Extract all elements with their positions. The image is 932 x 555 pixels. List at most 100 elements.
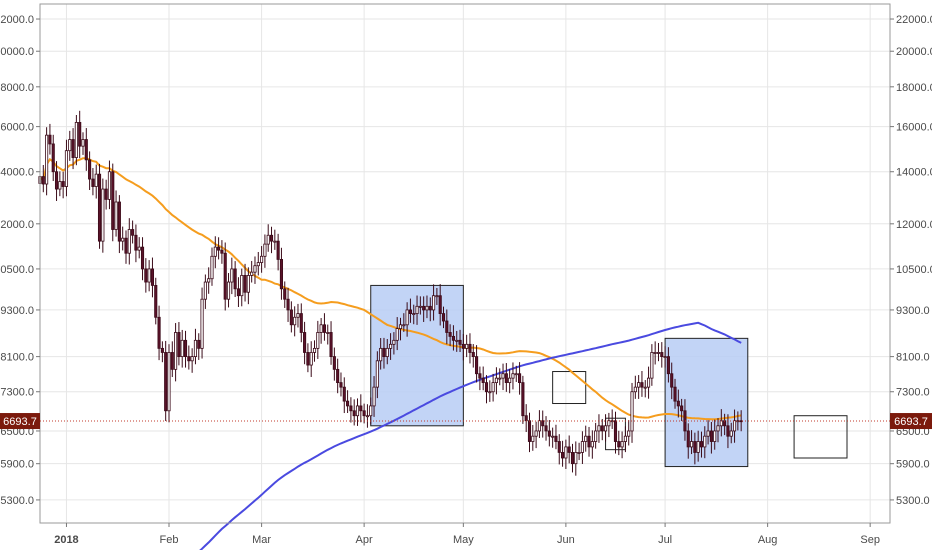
candle xyxy=(438,284,442,326)
x-tick-label: Sep xyxy=(860,534,880,546)
candle xyxy=(726,414,730,449)
last-price-label-left: 6693.7 xyxy=(3,416,37,428)
candle xyxy=(84,128,88,171)
candle-body xyxy=(68,139,72,152)
candle-body xyxy=(617,441,621,448)
candle xyxy=(402,313,406,332)
candle-body xyxy=(379,347,383,362)
candle-body xyxy=(81,139,85,147)
candle-body xyxy=(111,171,115,230)
candle xyxy=(465,334,469,358)
candle xyxy=(91,168,95,196)
candle xyxy=(326,324,330,345)
candle xyxy=(68,130,72,161)
candle xyxy=(524,404,528,433)
candle xyxy=(518,362,522,395)
candle-body xyxy=(488,391,492,394)
candle-body xyxy=(210,255,214,280)
highlight-boxes xyxy=(370,284,848,468)
candle xyxy=(243,263,247,302)
candle xyxy=(164,340,168,421)
candle xyxy=(316,320,320,359)
candle-body xyxy=(551,435,555,438)
candle xyxy=(541,410,545,438)
candle-body xyxy=(240,275,244,297)
candle xyxy=(336,358,340,394)
candle-body xyxy=(412,313,416,315)
candle xyxy=(488,380,492,402)
candle-body xyxy=(577,452,581,454)
candle-body xyxy=(339,382,343,388)
y-tick-label-right: 18000.0 xyxy=(896,82,932,94)
candle-body xyxy=(144,268,148,283)
candle xyxy=(713,419,717,450)
candle-body xyxy=(498,377,502,380)
candle xyxy=(633,375,637,399)
candle-body xyxy=(365,415,369,418)
candle xyxy=(544,416,548,441)
candle xyxy=(686,423,690,459)
candle-body xyxy=(372,386,376,407)
y-tick-label-left: 7300.0 xyxy=(0,387,34,399)
candle-body xyxy=(88,159,92,180)
candle xyxy=(732,409,737,443)
ma-line-orange xyxy=(39,157,742,421)
candle-body xyxy=(183,339,188,358)
candle-body xyxy=(48,134,52,145)
candle-body xyxy=(117,201,121,242)
candle xyxy=(481,366,485,391)
y-tick-label-left: 9300.0 xyxy=(0,305,34,317)
candle xyxy=(226,273,231,308)
candle-body xyxy=(432,295,436,311)
candle xyxy=(279,247,283,300)
candle-body xyxy=(157,316,161,349)
candle xyxy=(620,431,624,459)
candle xyxy=(455,330,459,352)
candle xyxy=(233,261,237,298)
candle-body xyxy=(164,352,168,412)
candle-body xyxy=(319,324,323,333)
candle xyxy=(501,363,505,391)
candle-body xyxy=(263,243,267,257)
candle-body xyxy=(637,382,641,388)
candle-body xyxy=(633,386,637,393)
candle-body xyxy=(620,441,624,448)
candle xyxy=(183,330,188,368)
candle-body xyxy=(428,305,432,311)
candle xyxy=(683,399,687,441)
candle-body xyxy=(78,122,82,147)
candle-body xyxy=(322,324,326,333)
candle xyxy=(147,260,151,292)
x-tick-label: May xyxy=(453,534,474,546)
y-tick-label-right: 20000.0 xyxy=(896,46,932,58)
candle xyxy=(190,348,194,373)
candle xyxy=(134,224,138,263)
candle-body xyxy=(494,377,498,384)
candle-body xyxy=(236,288,241,297)
candle-body xyxy=(174,332,178,370)
candle-body xyxy=(676,400,680,407)
candle xyxy=(137,237,141,259)
candle xyxy=(187,345,191,370)
candle xyxy=(471,344,475,368)
candle xyxy=(709,422,713,454)
candle xyxy=(385,339,389,365)
candle xyxy=(283,281,287,308)
candle xyxy=(289,301,293,333)
candle xyxy=(174,323,178,382)
candle xyxy=(494,367,498,395)
candle-body xyxy=(683,410,687,432)
candle-body xyxy=(61,181,65,187)
candle-body xyxy=(736,420,740,423)
candle xyxy=(706,420,710,445)
candle-body xyxy=(610,420,614,423)
candle-body xyxy=(564,446,568,459)
candle xyxy=(250,260,254,283)
y-tick-label-right: 5900.0 xyxy=(896,459,930,471)
candle xyxy=(41,165,45,193)
candle xyxy=(514,365,518,382)
candle xyxy=(561,440,565,467)
candle xyxy=(51,134,55,181)
candle-body xyxy=(468,343,472,353)
